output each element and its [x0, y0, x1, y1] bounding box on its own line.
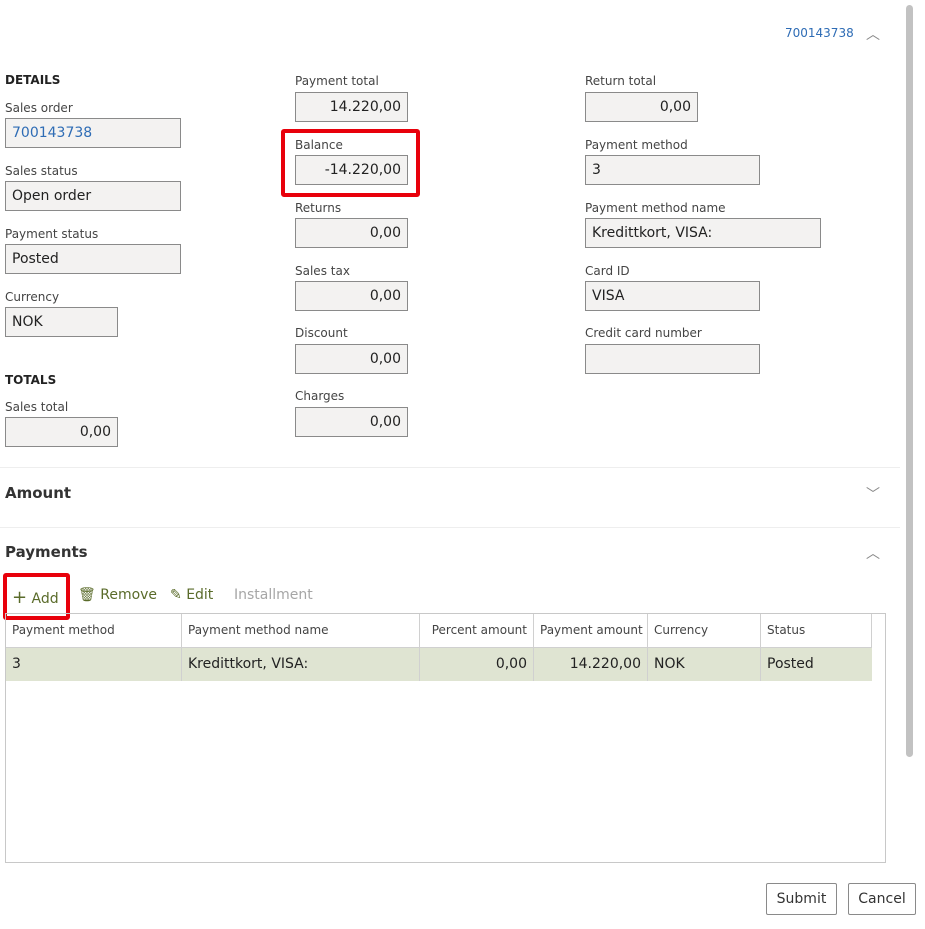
chevron-down-icon[interactable]: ﹀ [866, 487, 880, 503]
charges-field[interactable]: 0,00 [295, 407, 408, 437]
cell-payment-method: 3 [6, 648, 182, 681]
cell-payment-amount: 14.220,00 [534, 648, 648, 681]
plus-icon: + [12, 587, 28, 608]
sales-order-label: Sales order [5, 101, 73, 115]
column-header-currency[interactable]: Currency [648, 614, 761, 647]
balance-field[interactable]: -14.220,00 [295, 155, 408, 185]
credit-card-number-field[interactable] [585, 344, 760, 374]
chevron-up-icon[interactable]: ︿ [866, 546, 880, 562]
sales-order-field[interactable]: 700143738 [5, 118, 181, 148]
edit-button[interactable]: ✎ Edit [170, 587, 213, 603]
payment-status-label: Payment status [5, 227, 99, 241]
sales-status-label: Sales status [5, 164, 78, 178]
remove-label: Remove [100, 587, 158, 603]
amount-section-header[interactable]: Amount [5, 484, 72, 502]
payments-grid: Payment method Payment method name Perce… [5, 613, 886, 863]
installment-button[interactable]: Installment [234, 587, 313, 603]
cell-payment-method-name: Kredittkort, VISA: [182, 648, 420, 681]
payment-method-field[interactable]: 3 [585, 155, 760, 185]
card-id-field[interactable]: VISA [585, 281, 760, 311]
return-total-field[interactable]: 0,00 [585, 92, 698, 122]
cell-currency: NOK [648, 648, 761, 681]
cell-status: Posted [761, 648, 872, 681]
return-total-label: Return total [585, 74, 657, 88]
remove-button[interactable]: 🗑 Remove [78, 587, 157, 603]
add-label: Add [31, 591, 59, 607]
column-header-percent-amount[interactable]: Percent amount [420, 614, 534, 647]
currency-field[interactable]: NOK [5, 307, 118, 337]
payment-total-field[interactable]: 14.220,00 [295, 92, 408, 122]
balance-highlight [281, 129, 420, 197]
payment-method-name-label: Payment method name [585, 201, 726, 215]
payment-status-field[interactable]: Posted [5, 244, 181, 274]
sales-status-field[interactable]: Open order [5, 181, 181, 211]
divider [0, 527, 900, 528]
details-heading: DETAILS [5, 73, 61, 87]
currency-label: Currency [5, 290, 60, 304]
sales-total-label: Sales total [5, 400, 69, 414]
column-header-status[interactable]: Status [761, 614, 872, 647]
submit-button[interactable]: Submit [766, 883, 837, 915]
column-header-payment-amount[interactable]: Payment amount [534, 614, 648, 647]
edit-label: Edit [186, 587, 214, 603]
add-highlight [3, 573, 70, 620]
pencil-icon: ✎ [170, 587, 182, 603]
divider [0, 467, 900, 468]
cell-percent-amount: 0,00 [420, 648, 534, 681]
credit-card-number-label: Credit card number [585, 326, 702, 340]
column-header-payment-method[interactable]: Payment method [6, 614, 182, 647]
trash-icon: 🗑 [78, 587, 96, 603]
sales-total-field[interactable]: 0,00 [5, 417, 118, 447]
discount-label: Discount [295, 326, 348, 340]
returns-label: Returns [295, 201, 342, 215]
payment-total-label: Payment total [295, 74, 379, 88]
sales-tax-field[interactable]: 0,00 [295, 281, 408, 311]
chevron-up-icon[interactable]: ︿ [866, 27, 880, 43]
totals-heading: TOTALS [5, 373, 57, 387]
payment-method-name-field[interactable]: Kredittkort, VISA: [585, 218, 821, 248]
column-header-payment-method-name[interactable]: Payment method name [182, 614, 420, 647]
returns-field[interactable]: 0,00 [295, 218, 408, 248]
sales-tax-label: Sales tax [295, 264, 350, 278]
order-link[interactable]: 700143738 [785, 26, 854, 40]
charges-label: Charges [295, 389, 345, 403]
payments-section-header[interactable]: Payments [5, 543, 88, 561]
add-button[interactable]: + Add [12, 587, 59, 608]
discount-field[interactable]: 0,00 [295, 344, 408, 374]
balance-label: Balance [295, 138, 343, 152]
card-id-label: Card ID [585, 264, 630, 278]
cancel-button[interactable]: Cancel [848, 883, 916, 915]
scrollbar[interactable] [906, 5, 913, 757]
payment-method-label: Payment method [585, 138, 688, 152]
